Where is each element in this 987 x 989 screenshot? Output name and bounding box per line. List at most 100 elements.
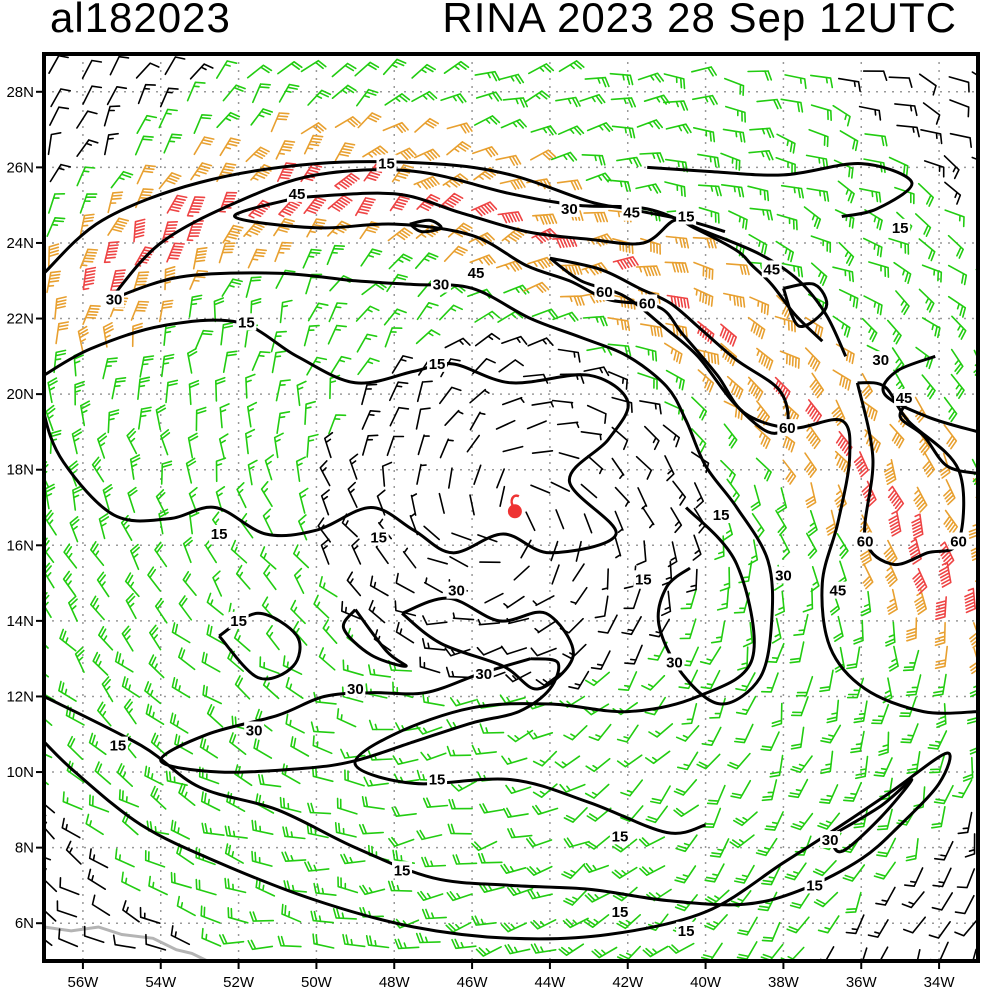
wind-barb [747, 185, 770, 202]
wind-barb [737, 916, 758, 936]
wind-barb [611, 457, 625, 479]
wind-barb [525, 511, 536, 532]
wind-barb [496, 468, 505, 489]
wind-barb [607, 343, 632, 357]
wind-barb [692, 534, 702, 561]
wind-barb [581, 154, 606, 166]
wind-barb [346, 571, 362, 597]
wind-barb [832, 315, 851, 338]
wind-barb [883, 459, 897, 485]
contour-label-bg [345, 679, 366, 697]
wind-barb [121, 871, 141, 892]
wind-barb [313, 882, 337, 896]
wind-barb [932, 867, 952, 888]
wind-barb [612, 838, 638, 853]
wind-barb [326, 244, 345, 266]
wind-barb [277, 61, 303, 75]
contour-label-bg [711, 506, 732, 524]
wind-barb [585, 757, 611, 773]
wind-barb [921, 317, 941, 339]
wind-barb [943, 509, 958, 536]
wind-barb [888, 156, 909, 177]
wind-barb [96, 571, 110, 598]
wind-barb [224, 843, 244, 864]
lat-tick-label: 22N [6, 311, 34, 328]
wind-barb [563, 837, 590, 848]
wind-barb [158, 508, 169, 535]
wind-barb [498, 73, 525, 85]
wind-barb [793, 613, 809, 636]
wind-barb [530, 149, 557, 161]
wind-barb [947, 234, 964, 259]
coastline-path [44, 925, 209, 961]
wind-barb [530, 125, 557, 136]
wind-barb [957, 811, 973, 835]
wind-barb [124, 572, 140, 598]
wind-barb [307, 802, 332, 815]
wind-barb [530, 919, 557, 930]
wind-barb [202, 684, 222, 705]
wind-barb [147, 566, 161, 592]
wind-barb [720, 342, 738, 367]
wind-barb [749, 296, 770, 316]
wind-barb [478, 882, 505, 893]
wind-barb [906, 751, 921, 774]
wind-barb [302, 248, 322, 269]
wind-barb [498, 359, 524, 373]
lon-tick-label: 54W [145, 974, 177, 989]
wind-barb [389, 406, 410, 427]
wind-barb [222, 350, 238, 373]
wind-barb [947, 295, 967, 318]
wind-barb [500, 118, 527, 129]
wind-barb [361, 383, 378, 406]
wind-barb [905, 838, 919, 862]
wind-barb [475, 91, 503, 102]
wind-barb [392, 755, 419, 765]
wind-barb [664, 342, 683, 364]
contour-45kt [296, 191, 824, 343]
wind-barb [842, 864, 866, 882]
wind-barb [411, 63, 436, 79]
contour-label: 30 [475, 666, 492, 683]
wind-barb [527, 256, 554, 269]
wind-barb [964, 587, 976, 614]
wind-barb [446, 745, 472, 757]
wind-barb [54, 296, 67, 320]
wind-barb [642, 945, 669, 958]
wind-barb [474, 332, 501, 347]
wind-barb [503, 284, 530, 295]
wind-barb [178, 783, 196, 806]
wind-barb [944, 181, 962, 205]
wind-barb [102, 357, 118, 380]
wind-barb [44, 856, 52, 861]
wind-barb [160, 429, 171, 456]
wind-barb [469, 254, 496, 266]
wind-barb [445, 666, 471, 679]
wind-barb [610, 97, 636, 108]
wind-barb [423, 525, 440, 541]
wind-barb [749, 127, 775, 139]
wind-barb [530, 943, 557, 954]
wind-barb [186, 81, 206, 102]
wind-barb [949, 99, 970, 118]
wind-barb [155, 489, 167, 516]
wind-barb [850, 730, 865, 754]
wind-barb [981, 432, 987, 456]
wind-barb [233, 628, 251, 652]
wind-barb [328, 302, 348, 323]
wind-barb [293, 544, 310, 569]
wind-barb [584, 892, 611, 903]
wind-barb [279, 796, 302, 813]
wind-barb [122, 900, 140, 923]
wind-barb [310, 910, 334, 924]
wind-barb [451, 780, 478, 792]
wind-barb [201, 651, 221, 673]
wind-barb [675, 834, 698, 853]
wind-barb [212, 570, 223, 597]
wind-barb [733, 811, 758, 827]
wind-barb [247, 939, 274, 951]
wind-barb [390, 147, 417, 161]
wind-barb [310, 721, 335, 734]
wind-barb [607, 179, 631, 192]
wind-barb [611, 125, 636, 139]
